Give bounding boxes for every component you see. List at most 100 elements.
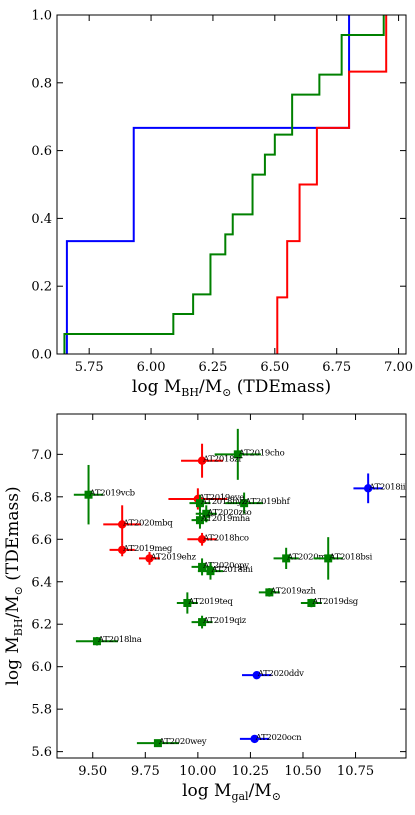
point-label: AT2018hco [202, 533, 249, 543]
y-tick-label: 6.0 [31, 660, 52, 675]
y-axis-label: log MBH/M⊙ (TDEmass) [3, 486, 25, 685]
axis-label-part: ⊙ [12, 586, 25, 595]
marker-circle [117, 520, 127, 529]
data-point-AT2019ehz: AT2019ehz [138, 552, 197, 565]
point-label: AT2019vcb [89, 489, 136, 499]
data-point-AT2019mha: AT2019mha [191, 511, 250, 529]
x-tick-label: 6.25 [198, 360, 227, 375]
marker-circle [363, 484, 373, 493]
axis-label-part: (TDEmass) [3, 486, 23, 586]
y-tick-label: 6.2 [31, 618, 52, 633]
point-label: AT2020mot [286, 552, 335, 562]
data-point-AT2018iih: AT2018iih [353, 473, 411, 504]
data-point-AT2019dsg: AT2019dsg [300, 597, 359, 608]
point-label: AT2019teq [187, 597, 233, 607]
point-label: AT2018lni [210, 565, 253, 575]
data-point-AT2018hyz: AT2018hyz [189, 494, 247, 512]
point-label: AT2019eve [198, 493, 244, 503]
y-tick-label: 6.6 [31, 533, 52, 548]
point-label: AT2020mbq [122, 518, 173, 528]
axis-label-part: log M [132, 377, 181, 397]
data-point-AT2020ocn: AT2020ocn [239, 733, 302, 744]
x-tick-label: 5.75 [75, 360, 104, 375]
y-tick-label: 5.8 [31, 703, 52, 718]
point-label: AT2019azh [269, 586, 316, 596]
marker-circle [197, 456, 207, 465]
marker-square [282, 554, 291, 563]
y-tick-label: 0.4 [31, 212, 52, 227]
axis-label-part: log M [182, 781, 231, 801]
point-label: AT2020wey [158, 737, 207, 747]
y-tick-label: 0.0 [31, 348, 52, 363]
data-point-AT2019cho: AT2019cho [214, 428, 285, 480]
data-point-AT2018bsi: AT2018bsi [313, 537, 373, 580]
plot-frame [56, 413, 407, 759]
marker-square [202, 509, 211, 518]
data-point-AT2019qiz: AT2019qiz [191, 615, 247, 629]
point-label: AT2019dsg [311, 597, 358, 607]
marker-circle [250, 734, 259, 744]
x-tick-label: 9.50 [78, 764, 107, 779]
axis-label-part: /M [3, 595, 23, 618]
plot-area [63, 15, 388, 354]
data-point-AT2018lni: AT2018lni [197, 562, 254, 580]
point-label: AT2020ocn [255, 733, 302, 743]
axis-label-part: /M [249, 781, 272, 801]
y-tick-label: 6.8 [31, 490, 52, 505]
marker-square [195, 516, 204, 525]
y-tick-label: 0.2 [31, 280, 52, 295]
data-point-AT2019vcb: AT2019vcb [73, 464, 136, 525]
point-label: AT2019bhf [244, 497, 290, 507]
marker-square [153, 739, 162, 748]
x-axis-label: log Mgal/M⊙ [182, 781, 281, 803]
point-label: AT2019ehz [150, 552, 197, 562]
point-label: AT2020ddv [257, 669, 304, 679]
plot-frame [56, 14, 407, 355]
marker-circle [117, 545, 127, 555]
marker-square [198, 562, 207, 571]
data-point-AT2019meg: AT2019meg [109, 543, 173, 557]
histogram-panel: 5.75 6.00 6.25 6.50 6.75 7.00 0.0 0.2 0.4 0.6 0.8 1… [31, 9, 413, 400]
step-series-1 [63, 15, 385, 354]
data-point-AT2020wey: AT2020wey [136, 737, 207, 748]
marker-square [195, 499, 204, 508]
marker-square [307, 598, 316, 607]
axis-label-part: /M [199, 377, 222, 397]
data-point-AT2018zr: AT2018zr [181, 443, 244, 478]
marker-circle [197, 535, 207, 544]
y-tick-label: 5.6 [31, 745, 52, 760]
x-tick-label: 6.50 [260, 360, 289, 375]
x-tick-label: 6.00 [137, 360, 166, 375]
data-point-AT2018hco: AT2018hco [187, 532, 249, 546]
point-label: AT2018iih [368, 482, 411, 492]
marker-square [265, 588, 274, 597]
point-label: AT2020opy [202, 561, 249, 571]
point-label: AT2018lna [97, 635, 142, 645]
y-tick-label: 1.0 [31, 9, 52, 24]
data-point-AT2019teq: AT2019teq [176, 592, 234, 614]
point-label: AT2020zso [206, 508, 251, 518]
x-tick-label: 10.50 [284, 764, 321, 779]
data-point-AT2018lna: AT2018lna [75, 635, 142, 646]
marker-square [183, 598, 192, 607]
data-point-AT2020ddv: AT2020ddv [242, 669, 304, 680]
x-tick-label: 10.75 [337, 764, 374, 779]
axis-label-part: gal [231, 790, 249, 803]
point-label: AT2018hyz [200, 497, 247, 507]
y-tick-label: 0.6 [31, 144, 52, 159]
marker-circle [252, 670, 261, 680]
y-tick-label: 0.8 [31, 76, 52, 91]
data-point-AT2019bhf: AT2019bhf [225, 492, 291, 514]
point-label: AT2019qiz [202, 616, 247, 626]
axis-label-part: ⊙ [272, 790, 281, 803]
x-tick-label: 7.00 [384, 360, 413, 375]
plot-area: AT2019cho AT2019vcb AT2019bhf AT2018zr AT201… [73, 428, 411, 748]
point-label: AT2019cho [238, 448, 285, 458]
marker-square [84, 490, 93, 499]
step-series-2 [276, 15, 388, 354]
point-label: AT2018zr [202, 455, 243, 465]
marker-square [92, 637, 101, 646]
marker-circle [145, 554, 154, 563]
marker-square [206, 567, 215, 576]
